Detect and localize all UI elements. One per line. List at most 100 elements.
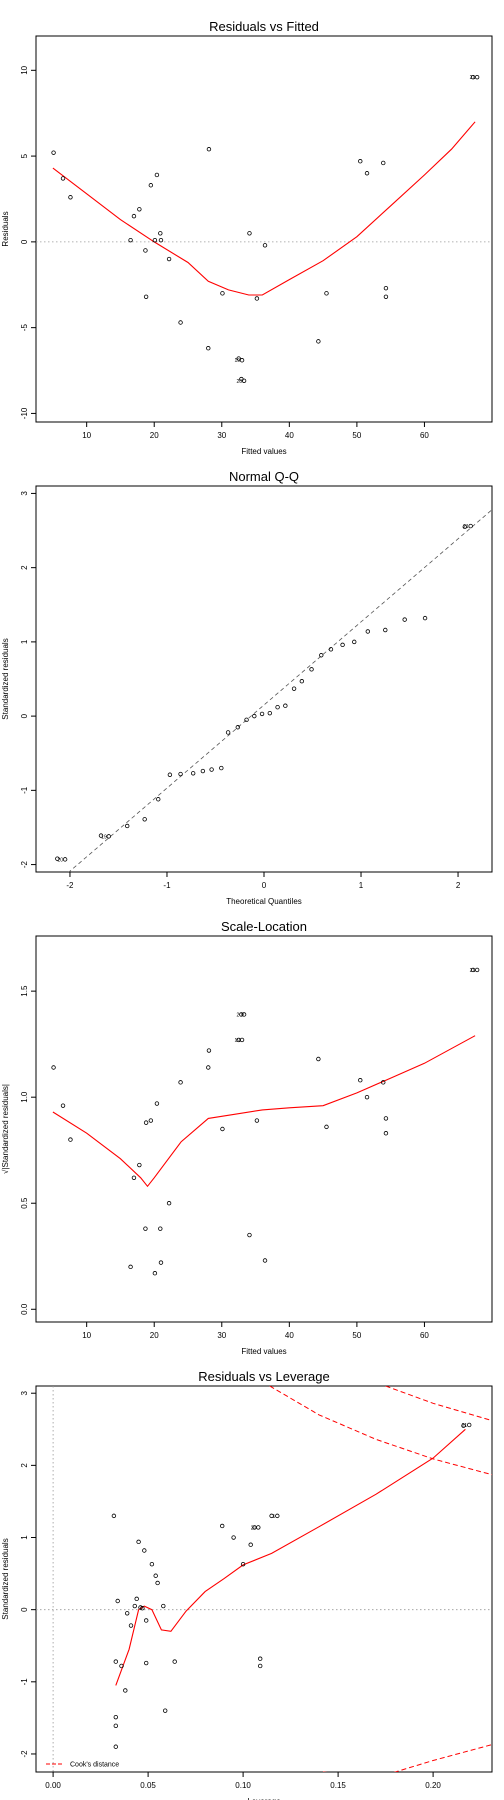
point-label: 20 (237, 1012, 243, 1018)
data-point (328, 647, 334, 652)
y-tick-label: 5 (20, 153, 29, 158)
data-point (258, 1663, 263, 1669)
y-tick-label: 0.5 (20, 1197, 29, 1209)
data-point (236, 356, 241, 361)
cooks-distance-contour (269, 1386, 492, 1476)
y-tick-label: 2 (20, 1463, 29, 1468)
point-label: 20 (58, 857, 64, 863)
data-point (209, 767, 214, 772)
data-point (172, 1659, 177, 1664)
point-label: 21 (463, 524, 469, 530)
y-tick-label: 2 (20, 565, 29, 570)
y-tick-label: 1 (20, 639, 29, 644)
chart-panel-3: Scale-Location 10 20 30 40 50 60 Fitted values 0… (1, 919, 493, 1356)
qq-reference-line (68, 509, 492, 872)
data-point (299, 679, 305, 684)
x-tick-label: -1 (163, 881, 171, 890)
data-point (162, 1708, 168, 1713)
data-point (137, 207, 142, 212)
x-tick-label: 40 (285, 431, 294, 440)
y-tick-label: 3 (20, 491, 29, 496)
data-point (137, 1162, 142, 1168)
data-point (111, 1513, 117, 1519)
plot-area: 19 20 21 (36, 74, 492, 385)
data-point (143, 1660, 149, 1666)
data-point (470, 967, 476, 973)
data-point (134, 1596, 139, 1602)
data-point (383, 294, 389, 299)
y-axis-label: Standardized residuals (1, 638, 10, 719)
data-point (461, 1423, 466, 1428)
point-label: 20 (237, 379, 243, 385)
plot-frame (35, 485, 493, 873)
plot-area: 19 20 21 (51, 967, 480, 1276)
data-point (128, 1264, 133, 1270)
data-point (68, 1137, 73, 1142)
data-point (247, 231, 252, 236)
data-point (200, 768, 206, 774)
data-point (158, 1226, 163, 1231)
data-point (158, 231, 163, 236)
data-point (206, 147, 212, 152)
data-point (178, 320, 183, 325)
data-point (60, 176, 66, 181)
x-tick-label: 20 (150, 1331, 159, 1340)
data-point (154, 172, 160, 178)
data-point (241, 1012, 247, 1017)
point-label: 21 (462, 1423, 468, 1429)
plot-frame (35, 1385, 493, 1773)
y-tick-label: 0 (20, 713, 29, 718)
data-point (142, 817, 147, 822)
data-point (383, 627, 388, 633)
y-axis-label: Standardized residuals (1, 1538, 10, 1619)
y-axis-label: √|Standardized residuals| (1, 1084, 10, 1174)
data-point (113, 1723, 118, 1729)
data-point (364, 171, 370, 176)
data-point (381, 160, 386, 166)
data-point (239, 358, 245, 363)
data-point (239, 1012, 244, 1017)
data-point (254, 296, 260, 301)
data-point (155, 1580, 160, 1586)
smoother-line (115, 1428, 466, 1686)
data-point (259, 711, 265, 717)
y-tick-label: -5 (20, 324, 29, 332)
data-point (258, 1656, 263, 1661)
data-point (143, 1618, 149, 1623)
point-label: 20 (251, 1525, 257, 1531)
data-point (206, 346, 211, 351)
data-point (220, 1126, 225, 1132)
data-point (152, 237, 158, 243)
x-tick-label: 0.10 (235, 1781, 251, 1790)
cooks-distance-contour (385, 1386, 492, 1422)
data-point (252, 713, 257, 719)
y-tick-label: 1 (20, 1535, 29, 1540)
data-point (131, 213, 137, 219)
data-point (178, 1080, 183, 1085)
data-point (269, 1513, 274, 1519)
data-point (206, 1048, 212, 1053)
chart-title: Scale-Location (221, 919, 307, 934)
data-point (152, 1271, 158, 1276)
data-point (113, 1659, 118, 1664)
data-point (254, 1118, 260, 1123)
cooks-contour-label: 1 (493, 1419, 496, 1425)
data-point (148, 1118, 154, 1123)
x-tick-label: 0.20 (425, 1781, 441, 1790)
cooks-contour-label: 0.5 (493, 1743, 500, 1749)
point-label: 19 (101, 834, 107, 840)
data-point (402, 617, 407, 622)
data-point (291, 686, 297, 691)
data-point (178, 771, 183, 777)
data-point (244, 717, 249, 723)
smoother-line (52, 121, 476, 296)
x-tick-label: 20 (150, 431, 159, 440)
data-point (235, 725, 241, 730)
data-point (352, 639, 357, 645)
data-point (190, 771, 196, 776)
plot-area: 20 19 21 (55, 509, 492, 872)
data-point (166, 1201, 172, 1206)
x-tick-label: 0.05 (140, 1781, 156, 1790)
